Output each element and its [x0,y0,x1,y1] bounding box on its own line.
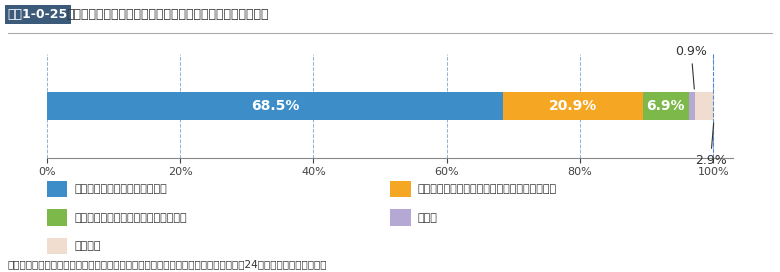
Bar [47,92,503,120]
Bar [694,92,714,120]
Text: 迅速・適確な情報を確実に提供: 迅速・適確な情報を確実に提供 [74,184,167,194]
Text: 0.9%: 0.9% [675,45,707,89]
Bar [643,92,689,120]
Text: その他: その他 [417,213,438,222]
FancyBboxPatch shape [47,181,67,197]
Text: 特にない: 特にない [74,241,101,251]
Bar [689,92,694,120]
Text: 図表1-0-25: 図表1-0-25 [8,8,68,21]
FancyBboxPatch shape [47,238,67,254]
Text: 出典：総務省「地域におけるＩＣＴ利活用の現状及び経済効果に関する調査」（平成24年）をもとに内閣府作成: 出典：総務省「地域におけるＩＣＴ利活用の現状及び経済効果に関する調査」（平成24… [8,259,328,269]
Text: 震災後の地方公共団体における情報提供に当たっての課題点: 震災後の地方公共団体における情報提供に当たっての課題点 [66,8,269,21]
Bar [503,92,643,120]
Text: 2.9%: 2.9% [695,123,726,167]
Text: 生活情報等について，きめ細かく提供: 生活情報等について，きめ細かく提供 [74,213,187,222]
FancyBboxPatch shape [47,209,67,226]
Text: 6.9%: 6.9% [647,99,685,113]
Text: 被害や避難・安否に関する情報を継続的に提供: 被害や避難・安否に関する情報を継続的に提供 [417,184,557,194]
FancyBboxPatch shape [390,181,410,197]
Text: 20.9%: 20.9% [549,99,597,113]
Text: 68.5%: 68.5% [251,99,300,113]
FancyBboxPatch shape [390,209,410,226]
